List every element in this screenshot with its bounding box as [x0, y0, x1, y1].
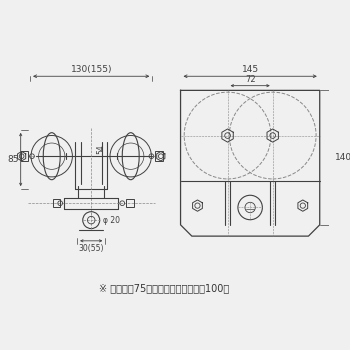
Text: 145: 145 [241, 65, 259, 75]
Text: 85: 85 [7, 155, 19, 164]
Text: 140: 140 [335, 153, 350, 162]
Bar [21, 152, 28, 161]
Bar [155, 152, 163, 161]
Text: 130(155): 130(155) [70, 65, 112, 75]
Text: 54: 54 [96, 144, 105, 154]
Text: 30(55): 30(55) [78, 244, 104, 253]
Text: ※ レール巾75（カッコ内はレール巾100）: ※ レール巾75（カッコ内はレール巾100） [99, 283, 230, 293]
Text: 72: 72 [245, 75, 255, 84]
Bar [126, 199, 134, 207]
Text: φ 20: φ 20 [103, 216, 119, 225]
Bar [52, 199, 60, 207]
